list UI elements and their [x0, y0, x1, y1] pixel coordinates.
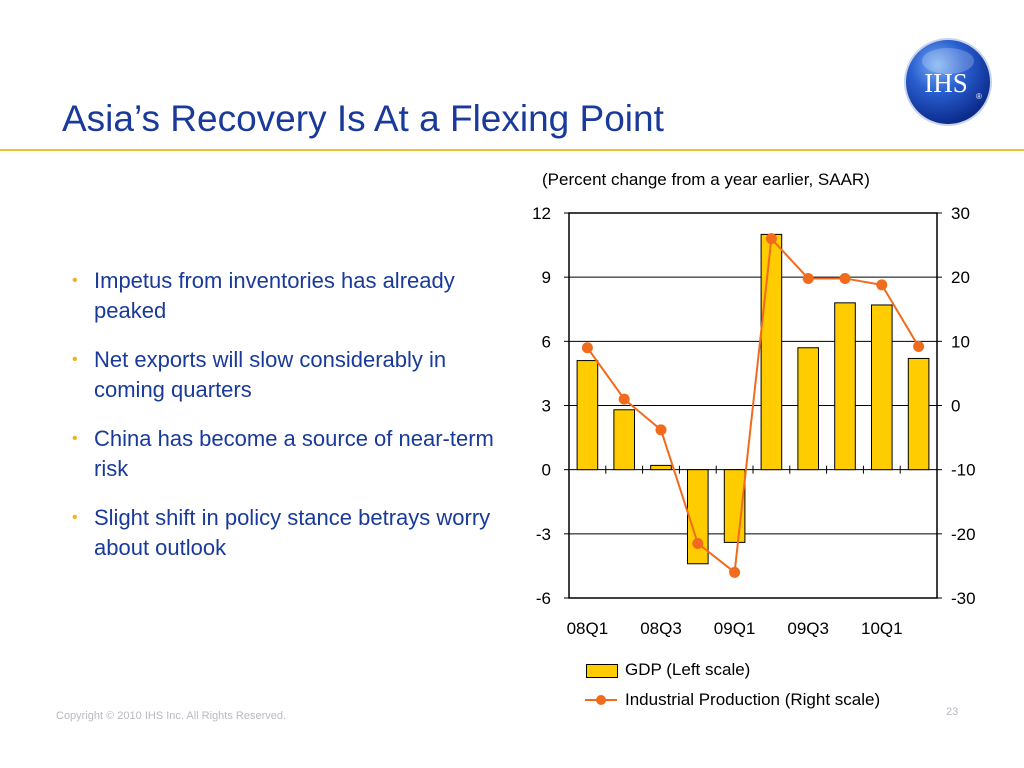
ip-point — [581, 342, 593, 354]
ip-point — [839, 272, 851, 284]
x-tick-label: 08Q3 — [640, 619, 682, 638]
plot-frame — [568, 212, 938, 599]
chart-subtitle: (Percent change from a year earlier, SAA… — [542, 170, 870, 189]
y-left-tick-label: 3 — [542, 397, 551, 416]
legend-swatch-bar — [586, 664, 618, 678]
x-tick-label: 09Q3 — [787, 619, 829, 638]
bullet-item: • Net exports will slow considerably in c… — [72, 345, 502, 405]
bullet-text: Slight shift in policy stance betrays wo… — [94, 505, 491, 560]
y-left-tick-label: 6 — [542, 332, 551, 351]
ip-point — [802, 272, 814, 284]
bullet-glyph: • — [72, 430, 78, 447]
y-right-tick-label: -10 — [951, 461, 976, 480]
gdp-bar — [870, 304, 893, 471]
ihs-logo: IHS ® — [903, 37, 993, 127]
title-divider — [0, 149, 1024, 151]
y-right-tick-label: 0 — [951, 397, 960, 416]
ip-point — [765, 233, 777, 245]
bullet-text: China has become a source of near-term r… — [94, 426, 494, 481]
svg-text:®: ® — [976, 92, 982, 101]
gdp-bar — [613, 409, 636, 471]
gdp-bar — [650, 464, 672, 471]
y-left-tick-label: 0 — [542, 461, 551, 480]
y-right-tick-label: 20 — [951, 268, 970, 287]
gdp-bar — [907, 357, 930, 471]
gdp-bar — [686, 469, 709, 565]
bullet-item: • China has become a source of near-term … — [72, 424, 502, 484]
x-tick-label: 09Q1 — [714, 619, 756, 638]
gdp-bar — [797, 347, 820, 471]
bullet-glyph: • — [72, 351, 78, 368]
ip-point — [692, 537, 704, 549]
ip-point — [913, 340, 925, 352]
ip-point — [618, 393, 630, 405]
ip-point — [729, 566, 741, 578]
gdp-bar — [576, 360, 599, 471]
y-left-tick-label: 9 — [542, 268, 551, 287]
ip-line — [586, 236, 920, 575]
bullet-list: • Impetus from inventories has already pe… — [72, 266, 502, 582]
legend-label-ip: Industrial Production (Right scale) — [625, 690, 881, 709]
x-tick-label: 08Q1 — [567, 619, 609, 638]
y-right-tick-label: 10 — [951, 332, 970, 351]
bullet-text: Impetus from inventories has already pea… — [94, 268, 455, 323]
bullet-text: Net exports will slow considerably in co… — [94, 347, 447, 402]
gdp-bar — [834, 302, 856, 471]
y-right-tick-label: 30 — [951, 204, 970, 223]
legend-swatch-line — [585, 695, 617, 705]
gdp-bar — [760, 233, 783, 471]
y-left-tick-label: 12 — [532, 204, 551, 223]
bullet-item: • Slight shift in policy stance betrays w… — [72, 503, 502, 563]
y-left-tick-label: -3 — [536, 525, 551, 544]
page-title: Asia’s Recovery Is At a Flexing Point — [62, 98, 664, 139]
x-tick-label: 10Q1 — [861, 619, 903, 638]
ip-point — [655, 424, 667, 436]
ip-point — [876, 279, 888, 291]
page-number: 23 — [946, 706, 959, 718]
y-left-tick-label: -6 — [536, 589, 551, 608]
legend-label-gdp: GDP (Left scale) — [625, 660, 751, 679]
svg-text:IHS: IHS — [924, 68, 968, 98]
bullet-glyph: • — [72, 272, 78, 289]
copyright-footer: Copyright © 2010 IHS Inc. All Rights Res… — [56, 710, 287, 722]
bullet-glyph: • — [72, 509, 78, 526]
y-right-tick-label: -20 — [951, 525, 976, 544]
y-right-tick-label: -30 — [951, 589, 976, 608]
bullet-item: • Impetus from inventories has already pe… — [72, 266, 502, 326]
